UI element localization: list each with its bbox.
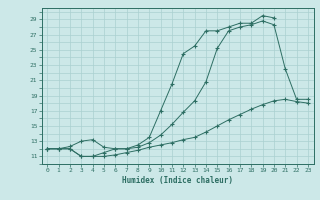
X-axis label: Humidex (Indice chaleur): Humidex (Indice chaleur) <box>122 176 233 185</box>
